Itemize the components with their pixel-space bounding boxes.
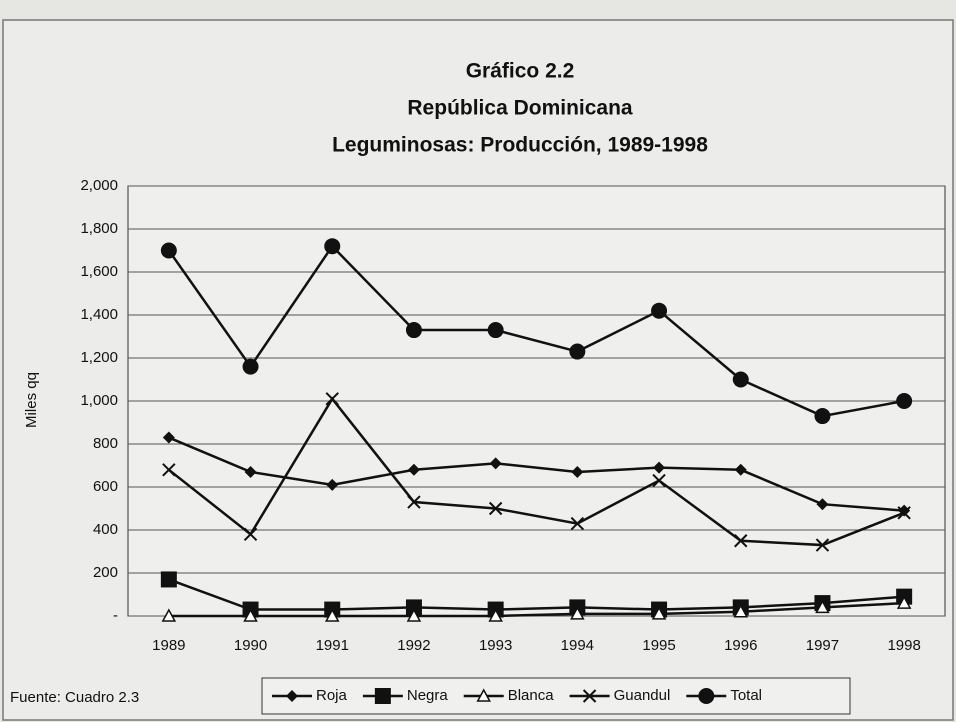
series-line [168, 436, 905, 512]
marker [487, 322, 504, 339]
y-tick-label: 1,000 [80, 392, 118, 409]
chart-title: Gráfico 2.2 [466, 60, 575, 83]
marker [243, 527, 258, 542]
marker [652, 473, 666, 488]
x-tick-label: 1998 [887, 637, 920, 654]
marker [406, 608, 422, 622]
y-tick-label: 200 [93, 564, 118, 581]
marker [160, 242, 177, 259]
source-note: Fuente: Cuadro 2.3 [10, 689, 139, 706]
marker [407, 463, 420, 476]
legend-label: Roja [316, 687, 348, 704]
marker [816, 498, 829, 511]
x-tick-label: 1992 [397, 637, 430, 654]
legend-marker [476, 688, 491, 702]
legend-marker [374, 688, 391, 704]
x-tick-label: 1989 [152, 637, 185, 654]
marker [814, 408, 831, 425]
marker [734, 534, 748, 548]
x-tick-label: 1995 [642, 637, 675, 654]
marker [815, 599, 830, 614]
marker [734, 463, 747, 476]
y-tick-label: 1,200 [80, 349, 118, 366]
marker [324, 238, 341, 255]
marker [489, 457, 502, 470]
marker [571, 465, 584, 478]
x-tick-label: 1997 [806, 637, 839, 654]
marker [407, 495, 421, 509]
series-line [168, 396, 905, 547]
marker [570, 516, 585, 531]
marker [161, 608, 177, 622]
marker [733, 604, 749, 618]
x-tick-label: 1993 [479, 637, 512, 654]
y-tick-label: - [113, 607, 118, 624]
legend-label: Total [730, 687, 762, 704]
marker [653, 461, 666, 474]
y-tick-label: 600 [93, 478, 118, 495]
marker [898, 504, 911, 517]
y-tick-label: 1,600 [80, 263, 118, 280]
chart-title: República Dominicana [407, 97, 633, 120]
marker [242, 358, 259, 375]
series-line [167, 244, 905, 418]
x-tick-label: 1996 [724, 637, 757, 654]
marker [324, 608, 340, 622]
chart-title: Leguminosas: Producción, 1989-1998 [332, 134, 708, 157]
legend-label: Negra [407, 687, 449, 704]
y-axis-label: Miles qq [23, 372, 40, 428]
legend-marker [286, 690, 298, 702]
marker [732, 371, 749, 388]
marker [651, 302, 668, 319]
y-tick-label: 2,000 [80, 177, 118, 194]
marker [325, 392, 339, 406]
marker [488, 501, 503, 516]
marker [326, 478, 339, 491]
legend-marker [582, 689, 597, 703]
y-tick-label: 1,400 [80, 306, 118, 323]
marker [162, 431, 175, 444]
marker [896, 393, 913, 409]
marker [405, 322, 422, 339]
marker [243, 608, 258, 622]
legend-box [261, 677, 851, 715]
legend-marker [698, 688, 715, 704]
y-tick-label: 400 [93, 521, 118, 538]
marker [569, 343, 586, 360]
marker [897, 506, 911, 520]
x-tick-label: 1991 [316, 637, 349, 654]
marker [570, 606, 585, 620]
y-tick-label: 1,800 [80, 220, 118, 237]
marker [651, 606, 667, 620]
marker [488, 608, 503, 622]
legend-label: Guandul [614, 687, 671, 704]
marker [896, 595, 912, 609]
x-tick-label: 1990 [234, 637, 267, 654]
marker [815, 538, 830, 552]
series-line [168, 601, 905, 618]
marker [160, 571, 177, 588]
legend-label: Blanca [508, 687, 555, 704]
y-tick-label: 800 [93, 435, 118, 452]
series-line [168, 578, 905, 611]
x-tick-label: 1994 [561, 637, 594, 654]
marker [244, 465, 257, 478]
marker [162, 463, 176, 477]
marker [405, 599, 422, 616]
